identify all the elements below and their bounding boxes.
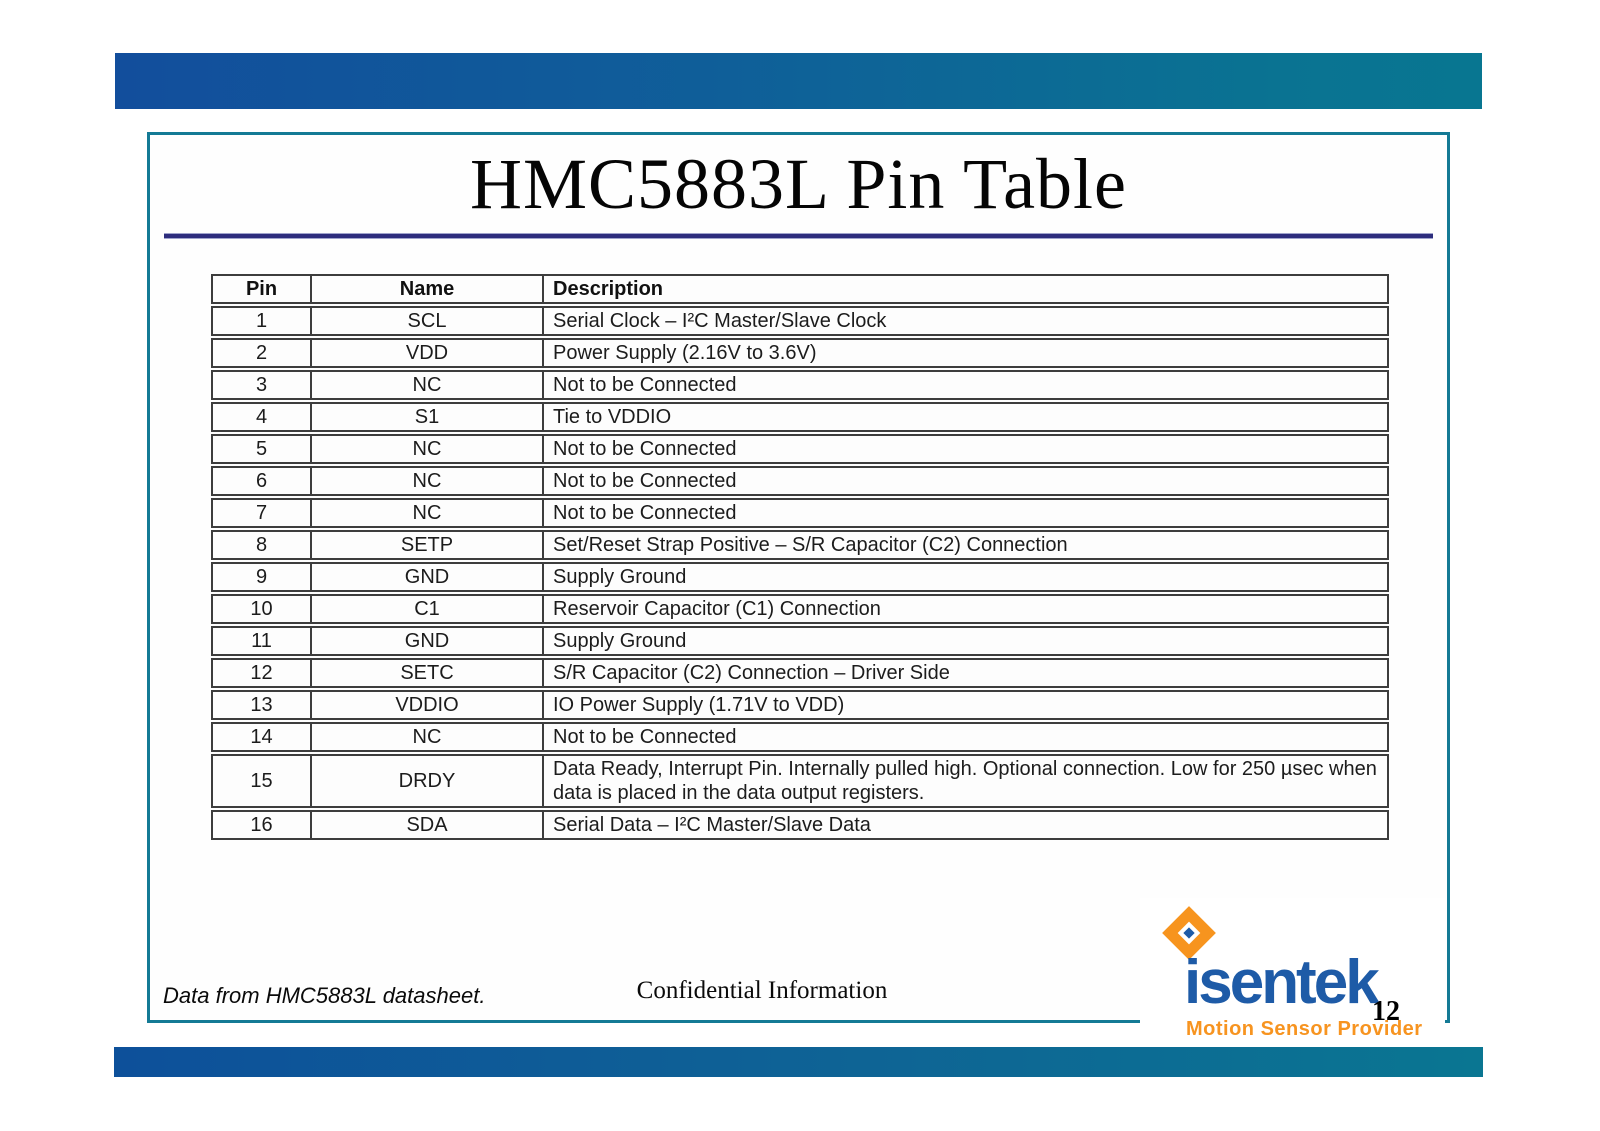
table-row: 12 SETC S/R Capacitor (C2) Connection – Dr… xyxy=(211,658,1389,688)
description-cell: Not to be Connected xyxy=(542,500,1387,526)
name-cell: NC xyxy=(310,372,542,398)
description-cell: Reservoir Capacitor (C1) Connection xyxy=(542,596,1387,622)
table-row: 13 VDDIO IO Power Supply (1.71V to VDD) xyxy=(211,690,1389,720)
name-cell: NC xyxy=(310,468,542,494)
top-gradient-bar xyxy=(115,53,1482,109)
name-cell: NC xyxy=(310,436,542,462)
pin-cell: 5 xyxy=(255,438,268,460)
pin-cell: 14 xyxy=(250,726,273,748)
pin-cell: 13 xyxy=(250,694,273,716)
table-row: 9 GND Supply Ground xyxy=(211,562,1389,592)
table-row: 8 SETP Set/Reset Strap Positive – S/R Capa… xyxy=(211,530,1389,560)
table-row: 6 NC Not to be Connected xyxy=(211,466,1389,496)
description-cell: Serial Clock – I²C Master/Slave Clock xyxy=(542,308,1387,334)
name-cell: SDA xyxy=(310,812,542,838)
pin-cell: 12 xyxy=(250,662,273,684)
table-row: 4 S1 Tie to VDDIO xyxy=(211,402,1389,432)
pin-cell: 16 xyxy=(250,814,273,836)
table-row: 15 DRDY Data Ready, Interrupt Pin. Interna… xyxy=(211,754,1389,808)
name-cell: NC xyxy=(310,500,542,526)
column-header: Name xyxy=(310,276,542,302)
pin-cell: 7 xyxy=(255,502,268,524)
datasheet-source-note: Data from HMC5883L datasheet. xyxy=(163,983,486,1008)
name-cell: DRDY xyxy=(310,756,542,806)
table-row: 11 GND Supply Ground xyxy=(211,626,1389,656)
pin-cell: 1 xyxy=(255,310,268,332)
pin-cell: 9 xyxy=(255,566,268,588)
description-cell: Power Supply (2.16V to 3.6V) xyxy=(542,340,1387,366)
description-cell: Not to be Connected xyxy=(542,724,1387,750)
description-cell: Not to be Connected xyxy=(542,372,1387,398)
description-cell: Set/Reset Strap Positive – S/R Capacitor… xyxy=(542,532,1387,558)
table-row: 3 NC Not to be Connected xyxy=(211,370,1389,400)
table-row: 14 NC Not to be Connected xyxy=(211,722,1389,752)
bottom-gradient-bar xyxy=(114,1047,1483,1077)
logo-wordmark: isentek xyxy=(1184,948,1380,1017)
description-cell: Tie to VDDIO xyxy=(542,404,1387,430)
slide-page-number: 12 xyxy=(1372,996,1400,1027)
isentek-logo: isentek Motion Sensor Provider xyxy=(1140,898,1445,1040)
name-cell: NC xyxy=(310,724,542,750)
description-cell: Data Ready, Interrupt Pin. Internally pu… xyxy=(542,756,1387,806)
confidential-label: Confidential Information xyxy=(636,977,888,1004)
name-cell: S1 xyxy=(310,404,542,430)
pin-cell: 4 xyxy=(255,406,268,428)
description-cell: S/R Capacitor (C2) Connection – Driver S… xyxy=(542,660,1387,686)
pin-table-body: 1 SCL Serial Clock – I²C Master/Slave Cloc… xyxy=(211,306,1389,840)
name-cell: C1 xyxy=(310,596,542,622)
pin-cell: 11 xyxy=(251,630,272,652)
pin-cell: 3 xyxy=(255,374,268,396)
name-cell: VDDIO xyxy=(310,692,542,718)
pin-cell: 10 xyxy=(250,598,273,620)
pin-cell: 15 xyxy=(250,770,273,792)
name-cell: SETC xyxy=(310,660,542,686)
table-row: 16 SDA Serial Data – I²C Master/Slave Data xyxy=(211,810,1389,840)
pin-cell: 8 xyxy=(255,534,268,556)
description-cell: Supply Ground xyxy=(542,564,1387,590)
description-cell: Serial Data – I²C Master/Slave Data xyxy=(542,812,1387,838)
description-cell: Not to be Connected xyxy=(542,468,1387,494)
table-row: 7 NC Not to be Connected xyxy=(211,498,1389,528)
name-cell: GND xyxy=(310,628,542,654)
slide-content-box: HMC5883L Pin Table Pin Name Description 1 S… xyxy=(147,132,1450,1023)
name-cell: VDD xyxy=(310,340,542,366)
logo-tagline: Motion Sensor Provider xyxy=(1186,1018,1423,1040)
page-title: HMC5883L Pin Table xyxy=(470,144,1127,224)
column-header: Description xyxy=(542,276,1387,302)
description-cell: Not to be Connected xyxy=(542,436,1387,462)
name-cell: SCL xyxy=(310,308,542,334)
pin-cell: 6 xyxy=(255,470,268,492)
table-row: 10 C1 Reservoir Capacitor (C1) Connection xyxy=(211,594,1389,624)
column-header: Pin xyxy=(245,278,278,300)
description-cell: Supply Ground xyxy=(542,628,1387,654)
description-cell: IO Power Supply (1.71V to VDD) xyxy=(542,692,1387,718)
name-cell: SETP xyxy=(310,532,542,558)
pin-cell: 2 xyxy=(255,342,268,364)
table-row: 5 NC Not to be Connected xyxy=(211,434,1389,464)
title-underline-rule xyxy=(164,233,1433,239)
pin-table: Pin Name Description 1 SCL Serial Clock – I²… xyxy=(211,274,1389,840)
name-cell: GND xyxy=(310,564,542,590)
table-header-row: Pin Name Description xyxy=(211,274,1389,304)
table-row: 1 SCL Serial Clock – I²C Master/Slave Cloc… xyxy=(211,306,1389,336)
table-row: 2 VDD Power Supply (2.16V to 3.6V) xyxy=(211,338,1389,368)
